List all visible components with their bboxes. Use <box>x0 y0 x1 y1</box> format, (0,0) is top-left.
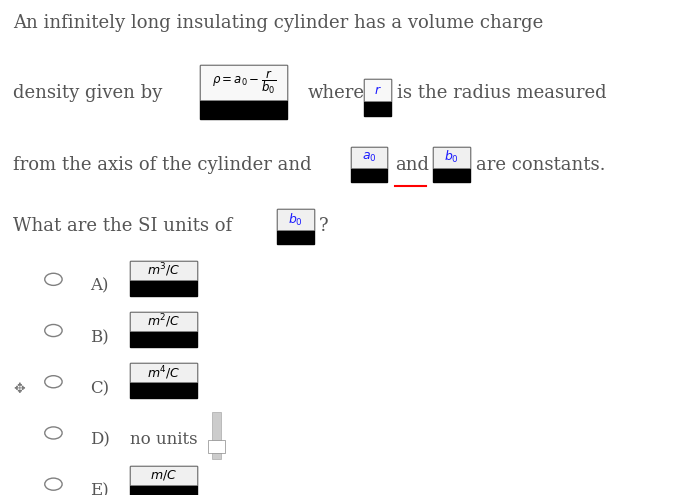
FancyBboxPatch shape <box>433 147 470 182</box>
Circle shape <box>45 325 62 337</box>
Text: density given by: density given by <box>14 84 163 102</box>
Text: $m/C$: $m/C$ <box>150 468 177 482</box>
Text: $m^2/C$: $m^2/C$ <box>147 313 180 330</box>
Text: from the axis of the cylinder and: from the axis of the cylinder and <box>14 156 312 174</box>
Circle shape <box>45 376 62 388</box>
Text: A): A) <box>90 278 109 295</box>
Text: where: where <box>307 84 364 102</box>
Circle shape <box>45 273 62 286</box>
FancyBboxPatch shape <box>200 65 287 100</box>
FancyBboxPatch shape <box>351 147 387 168</box>
Text: is the radius measured: is the radius measured <box>398 84 607 102</box>
FancyBboxPatch shape <box>212 412 221 458</box>
Text: $b_0$: $b_0$ <box>444 149 459 165</box>
FancyBboxPatch shape <box>130 363 197 398</box>
FancyBboxPatch shape <box>130 465 197 495</box>
Text: $m^4/C$: $m^4/C$ <box>147 364 180 382</box>
Text: no units: no units <box>130 432 198 448</box>
FancyBboxPatch shape <box>130 312 197 331</box>
Text: E): E) <box>90 483 109 495</box>
Circle shape <box>45 427 62 439</box>
FancyBboxPatch shape <box>351 147 387 182</box>
FancyBboxPatch shape <box>200 65 287 119</box>
FancyBboxPatch shape <box>208 440 225 453</box>
Text: B): B) <box>90 329 109 346</box>
FancyBboxPatch shape <box>364 79 391 101</box>
Circle shape <box>45 478 62 490</box>
FancyBboxPatch shape <box>130 312 197 347</box>
Text: $a_0$: $a_0$ <box>362 150 377 164</box>
Text: D): D) <box>90 432 110 448</box>
Text: ✥: ✥ <box>13 382 25 396</box>
Text: $r$: $r$ <box>373 84 381 97</box>
Text: An infinitely long insulating cylinder has a volume charge: An infinitely long insulating cylinder h… <box>14 14 543 32</box>
Text: C): C) <box>90 380 110 397</box>
Text: $b_0$: $b_0$ <box>288 212 303 228</box>
FancyBboxPatch shape <box>130 261 197 280</box>
FancyBboxPatch shape <box>130 261 197 296</box>
Text: What are the SI units of: What are the SI units of <box>14 217 232 235</box>
Text: ?: ? <box>319 217 329 235</box>
Text: are constants.: are constants. <box>476 156 606 174</box>
FancyBboxPatch shape <box>364 79 391 116</box>
Text: $m^3/C$: $m^3/C$ <box>147 261 180 279</box>
FancyBboxPatch shape <box>277 209 314 245</box>
FancyBboxPatch shape <box>433 147 470 168</box>
Text: and: and <box>396 156 430 174</box>
FancyBboxPatch shape <box>277 209 314 231</box>
Text: $\rho=a_0-\dfrac{r}{b_0}$: $\rho=a_0-\dfrac{r}{b_0}$ <box>212 69 276 97</box>
FancyBboxPatch shape <box>130 363 197 382</box>
FancyBboxPatch shape <box>130 465 197 485</box>
